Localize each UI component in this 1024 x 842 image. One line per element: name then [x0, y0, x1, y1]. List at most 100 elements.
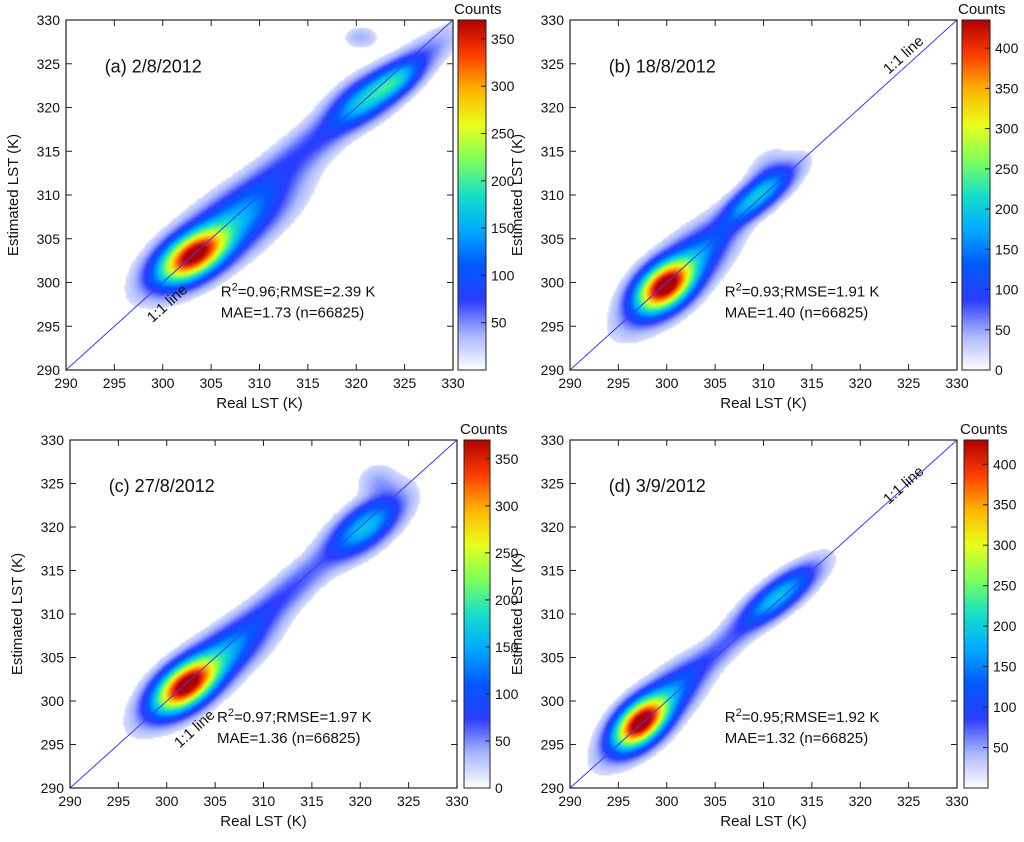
colorbar-tick-label: 50 [495, 733, 511, 749]
colorbar-tick-label: 350 [495, 451, 519, 467]
x-tick-label: 310 [752, 793, 776, 809]
panel-c: 290 295 300 305 310 315 320 325 330 290 295 300 305 3… [9, 421, 519, 830]
colorbar-tick-label: 250 [495, 545, 519, 561]
colorbar-tick-label: 200 [995, 201, 1019, 217]
y-tick-label: 295 [37, 318, 61, 334]
x-tick-label: 290 [558, 375, 582, 391]
colorbar-tick-label: 350 [491, 31, 515, 47]
colorbar-tick-label: 250 [993, 578, 1017, 594]
y-tick-label: 325 [541, 56, 565, 72]
colorbar: Counts 50 100 150 200 250 300 350 400 [960, 421, 1017, 789]
colorbar-tick-label: 50 [491, 315, 507, 331]
y-tick-label: 290 [541, 780, 565, 796]
colorbar-tick-label: 400 [993, 456, 1017, 472]
y-tick-label: 320 [541, 100, 565, 116]
colorbar-tick-label: 350 [995, 80, 1019, 96]
colorbar-tick-label: 200 [495, 592, 519, 608]
x-tick-label: 290 [558, 793, 582, 809]
panel-b: 290 295 300 305 310 315 320 325 330 290 295 300 305 3… [509, 1, 1019, 412]
stats-r2-rmse: R2=0.95;RMSE=1.92 K [725, 707, 880, 726]
stats-r2-rmse: R2=0.96;RMSE=2.39 K [221, 282, 376, 301]
colorbar: Counts 0 50 100 150 200 250 300 350 [460, 421, 519, 796]
x-tick-label: 330 [445, 793, 469, 809]
x-tick-label: 325 [897, 375, 921, 391]
x-tick-label: 290 [54, 375, 78, 391]
y-tick-label: 290 [37, 362, 61, 378]
colorbar-tick-label: 250 [995, 161, 1019, 177]
y-tick-label: 325 [37, 56, 61, 72]
colorbar-tick-label: 350 [993, 497, 1017, 513]
y-tick-label: 330 [37, 12, 61, 28]
panel-label: (d) 3/9/2012 [609, 476, 706, 496]
y-tick-label: 310 [37, 187, 61, 203]
x-tick-label: 330 [441, 375, 465, 391]
colorbar-tick-label: 300 [995, 121, 1019, 137]
colorbar-gradient [457, 19, 487, 371]
one-to-one-line [569, 439, 958, 789]
panel-d: 290 295 300 305 310 315 320 325 330 290 295 300 305 3… [509, 421, 1017, 830]
colorbar-gradient [963, 439, 989, 789]
colorbar-title: Counts [960, 421, 1008, 438]
colorbar-tick-label: 300 [993, 537, 1017, 553]
colorbar-tick-label: 50 [993, 740, 1009, 756]
stats-r2-rmse: R2=0.97;RMSE=1.97 K [217, 707, 372, 726]
colorbar-gradient [961, 19, 991, 371]
y-tick-label: 325 [541, 476, 565, 492]
x-axis-label: Real LST (K) [216, 395, 302, 412]
y-tick-label: 310 [541, 606, 565, 622]
x-tick-label: 320 [849, 375, 873, 391]
panel-label: (c) 27/8/2012 [109, 476, 215, 496]
y-tick-label: 295 [541, 737, 565, 753]
colorbar-tick-label: 100 [491, 267, 515, 283]
y-tick-label: 300 [41, 693, 65, 709]
x-tick-label: 330 [945, 375, 969, 391]
y-tick-label: 300 [541, 693, 565, 709]
colorbar-tick-label: 100 [495, 686, 519, 702]
x-tick-label: 305 [703, 375, 727, 391]
x-tick-label: 300 [655, 793, 679, 809]
x-tick-label: 300 [151, 375, 175, 391]
y-tick-label: 310 [541, 187, 565, 203]
stats-mae: MAE=1.40 (n=66825) [725, 305, 868, 322]
colorbar-tick-label: 150 [993, 659, 1017, 675]
colorbar-title: Counts [454, 1, 502, 18]
stats-r2-rmse: R2=0.93;RMSE=1.91 K [725, 282, 880, 301]
y-tick-label: 295 [41, 737, 65, 753]
y-tick-label: 305 [41, 650, 65, 666]
x-tick-label: 315 [296, 375, 320, 391]
y-tick-label: 315 [41, 563, 65, 579]
colorbar-title: Counts [460, 421, 508, 438]
y-tick-label: 325 [41, 476, 65, 492]
colorbar-tick-label: 150 [995, 241, 1019, 257]
y-axis-label: Estimated LST (K) [9, 553, 26, 675]
panel-label: (b) 18/8/2012 [609, 57, 716, 77]
y-tick-label: 330 [541, 12, 565, 28]
y-tick-label: 320 [37, 100, 61, 116]
x-tick-label: 315 [800, 375, 824, 391]
y-tick-label: 290 [541, 362, 565, 378]
x-tick-label: 320 [345, 375, 369, 391]
x-tick-label: 295 [103, 375, 127, 391]
y-tick-label: 300 [541, 275, 565, 291]
one-to-one-line [65, 19, 454, 371]
y-tick-label: 295 [541, 318, 565, 334]
stats-mae: MAE=1.36 (n=66825) [217, 730, 360, 747]
y-tick-label: 310 [41, 606, 65, 622]
x-tick-label: 330 [945, 793, 969, 809]
x-tick-label: 320 [349, 793, 373, 809]
colorbar-tick-label: 250 [491, 126, 515, 142]
x-tick-label: 325 [397, 793, 421, 809]
x-tick-label: 325 [897, 793, 921, 809]
stats-mae: MAE=1.32 (n=66825) [725, 730, 868, 747]
y-tick-label: 305 [541, 231, 565, 247]
colorbar-tick-label: 100 [993, 699, 1017, 715]
x-tick-label: 295 [107, 793, 131, 809]
stats-mae: MAE=1.73 (n=66825) [221, 305, 364, 322]
x-tick-label: 315 [300, 793, 324, 809]
y-axis-label: Estimated LST (K) [5, 134, 22, 256]
x-tick-label: 305 [199, 375, 223, 391]
x-axis-label: Real LST (K) [720, 813, 806, 830]
y-axis-label: Estimated LST (K) [509, 134, 526, 256]
y-tick-label: 315 [541, 563, 565, 579]
colorbar: Counts 0 50 100 150 200 250 300 350 400 [958, 1, 1019, 378]
